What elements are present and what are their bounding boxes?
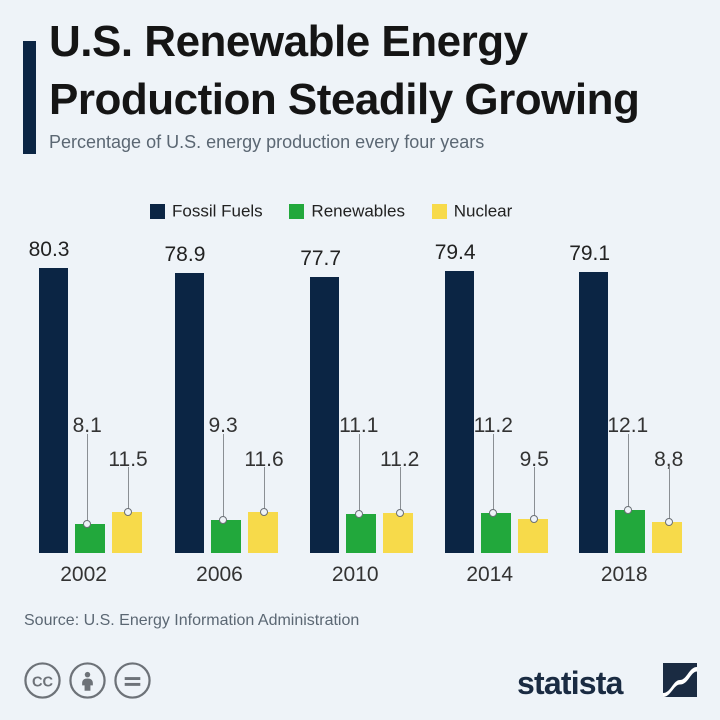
svg-text:CC: CC [32, 674, 54, 690]
